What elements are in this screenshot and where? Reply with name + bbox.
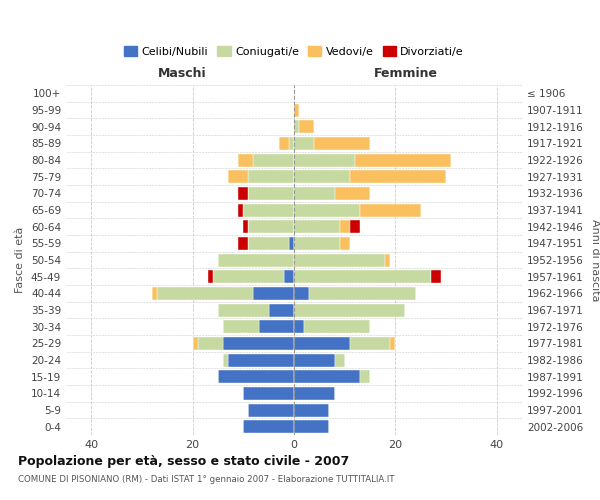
Bar [350,170,446,183]
Bar [355,154,451,166]
Bar [218,254,294,266]
Y-axis label: Fasce di età: Fasce di età [16,227,25,293]
Text: Popolazione per età, sesso e stato civile - 2007: Popolazione per età, sesso e stato civil… [18,455,349,468]
Bar [223,337,294,350]
Bar [244,387,294,400]
Bar [238,204,244,216]
Bar [294,104,299,117]
Bar [294,254,385,266]
Bar [223,354,228,366]
Legend: Celibi/Nubili, Coniugati/e, Vedovi/e, Divorziati/e: Celibi/Nubili, Coniugati/e, Vedovi/e, Di… [119,42,469,61]
Bar [299,120,314,133]
Y-axis label: Anni di nascita: Anni di nascita [590,219,600,301]
Bar [350,220,360,233]
Bar [294,370,360,383]
Bar [340,220,350,233]
Bar [294,287,309,300]
Bar [294,387,335,400]
Bar [253,287,294,300]
Text: Femmine: Femmine [373,67,437,80]
Bar [228,170,248,183]
Text: Maschi: Maschi [158,67,207,80]
Bar [309,287,416,300]
Bar [284,270,294,283]
Bar [294,170,350,183]
Bar [360,204,421,216]
Bar [248,170,294,183]
Bar [157,287,253,300]
Bar [385,254,390,266]
Bar [294,354,335,366]
Bar [238,187,248,200]
Bar [304,320,370,333]
Bar [248,404,294,416]
Bar [294,220,340,233]
Bar [294,337,350,350]
Bar [335,187,370,200]
Bar [244,420,294,433]
Bar [218,370,294,383]
Bar [360,370,370,383]
Bar [152,287,157,300]
Bar [294,404,329,416]
Bar [213,270,284,283]
Bar [279,137,289,150]
Bar [198,337,223,350]
Bar [294,187,335,200]
Bar [390,337,395,350]
Bar [248,187,294,200]
Bar [208,270,213,283]
Bar [218,304,269,316]
Bar [294,204,360,216]
Bar [294,120,299,133]
Bar [294,137,314,150]
Bar [269,304,294,316]
Bar [248,237,289,250]
Bar [294,420,329,433]
Bar [259,320,294,333]
Text: COMUNE DI PISONIANO (RM) - Dati ISTAT 1° gennaio 2007 - Elaborazione TUTTITALIA.: COMUNE DI PISONIANO (RM) - Dati ISTAT 1°… [18,475,395,484]
Bar [244,204,294,216]
Bar [253,154,294,166]
Bar [294,270,431,283]
Bar [244,220,248,233]
Bar [294,154,355,166]
Bar [350,337,390,350]
Bar [340,237,350,250]
Bar [294,237,340,250]
Bar [289,237,294,250]
Bar [314,137,370,150]
Bar [431,270,441,283]
Bar [228,354,294,366]
Bar [294,320,304,333]
Bar [294,304,406,316]
Bar [289,137,294,150]
Bar [335,354,344,366]
Bar [238,237,248,250]
Bar [238,154,253,166]
Bar [248,220,294,233]
Bar [223,320,259,333]
Bar [193,337,198,350]
